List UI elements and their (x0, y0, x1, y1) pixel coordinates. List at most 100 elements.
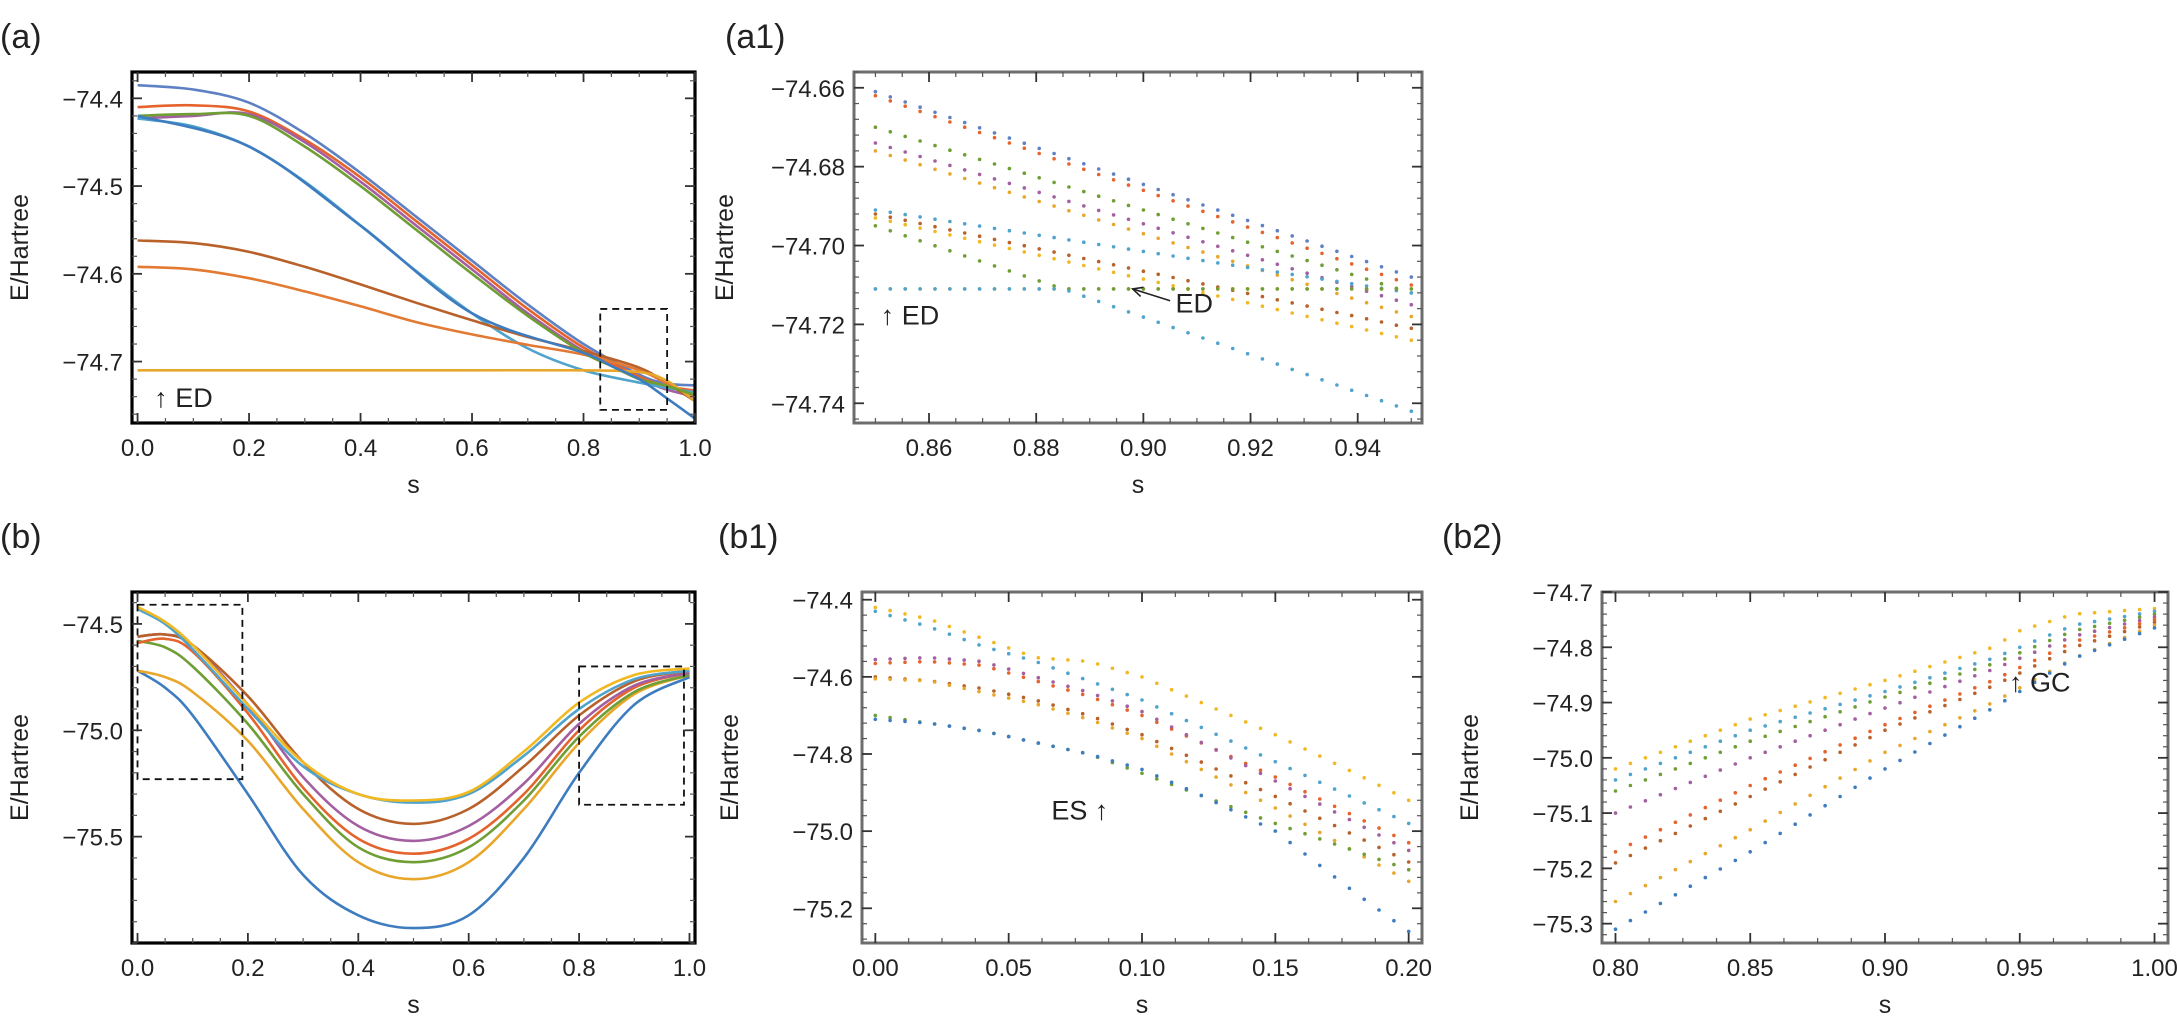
data-point (1275, 249, 1280, 254)
data-point (1021, 738, 1026, 742)
x-tick-label-a1: 0.92 (1227, 435, 1274, 462)
data-point (1006, 692, 1011, 696)
data-point (1216, 261, 1220, 265)
data-point (1290, 301, 1294, 305)
data-point (1111, 172, 1116, 176)
data-point (1943, 671, 1947, 675)
data-point (1318, 863, 1322, 868)
data-point (1006, 651, 1011, 656)
data-point (1155, 777, 1159, 781)
data-point (1199, 793, 1204, 798)
data-point (1171, 231, 1175, 235)
data-point (1733, 733, 1738, 738)
data-point (1332, 842, 1337, 846)
data-point (1347, 831, 1352, 835)
data-point (903, 158, 907, 162)
data-point (1201, 240, 1205, 244)
data-point (918, 287, 922, 291)
data-point (918, 162, 922, 167)
annotation-arrow-a1 (1132, 288, 1171, 302)
data-point (1126, 227, 1131, 231)
data-point (1973, 691, 1977, 696)
data-point (1067, 238, 1071, 242)
data-point (1216, 208, 1220, 212)
data-point (1362, 819, 1366, 823)
series-line-b-2 (137, 669, 690, 881)
data-point (1763, 713, 1767, 717)
data-point (1673, 745, 1678, 749)
data-point (2122, 608, 2127, 613)
data-point (977, 130, 982, 135)
data-point (992, 162, 997, 166)
x-axis-title-b1: s (1136, 991, 1149, 1019)
data-point (1036, 656, 1041, 660)
series-points-b1-2 (873, 609, 1411, 826)
data-point (948, 249, 952, 253)
data-point (1096, 194, 1101, 198)
data-point (1763, 734, 1767, 739)
data-point (1868, 711, 1872, 716)
data-point (1021, 695, 1026, 700)
data-point (2137, 618, 2142, 623)
data-point (888, 677, 892, 682)
y-axis-title-b1: E/Hartree (716, 714, 744, 821)
data-point (1335, 287, 1339, 291)
data-point (1184, 786, 1189, 791)
data-point (1230, 235, 1235, 240)
data-point (888, 229, 893, 233)
x-tick-label-b: 0.4 (342, 955, 375, 982)
data-point (1199, 725, 1204, 730)
data-point (1140, 767, 1144, 772)
data-point (1275, 287, 1280, 291)
data-point (1377, 833, 1381, 837)
data-point (1406, 840, 1411, 845)
data-point (1305, 372, 1309, 377)
data-point (1126, 310, 1131, 314)
data-point (1095, 754, 1100, 759)
data-point (1628, 842, 1633, 847)
data-point (1362, 825, 1366, 830)
data-point (1156, 212, 1160, 217)
data-point (1973, 667, 1977, 672)
data-point (1007, 246, 1012, 251)
data-point (1216, 294, 1220, 298)
data-point (1318, 802, 1322, 806)
data-point (1082, 263, 1086, 268)
data-point (1643, 799, 1648, 803)
data-point (1022, 186, 1027, 190)
data-point (1216, 231, 1220, 235)
data-point (962, 686, 966, 691)
data-point (1111, 304, 1116, 309)
data-point (1006, 696, 1011, 700)
minor-ticks-b (132, 592, 695, 944)
data-point (1125, 766, 1129, 770)
data-point (1007, 240, 1012, 245)
data-point (1958, 666, 1962, 671)
data-point (1643, 883, 1648, 888)
data-point (1898, 716, 1902, 721)
data-point (1883, 722, 1887, 727)
data-point (1140, 709, 1144, 714)
data-point (1406, 798, 1411, 803)
data-point (1303, 831, 1307, 836)
data-point (1320, 378, 1324, 382)
data-point (2003, 678, 2007, 682)
data-point (1763, 819, 1767, 823)
data-point (1245, 351, 1250, 356)
data-point (1913, 680, 1917, 685)
data-point (1748, 850, 1752, 854)
data-point (1051, 703, 1055, 707)
data-point (1111, 245, 1116, 249)
y-tick-label-a: −74.5 (62, 174, 123, 201)
data-point (1022, 195, 1027, 199)
data-point (1052, 157, 1056, 161)
data-point (1958, 692, 1962, 696)
data-point (2137, 631, 2142, 636)
data-point (932, 722, 937, 726)
data-point (1258, 771, 1263, 776)
data-point (2092, 634, 2097, 638)
series-line-a-3 (137, 111, 695, 398)
data-point (1288, 814, 1292, 818)
data-point (992, 135, 997, 140)
x-tick-label-a: 0.0 (121, 435, 154, 462)
